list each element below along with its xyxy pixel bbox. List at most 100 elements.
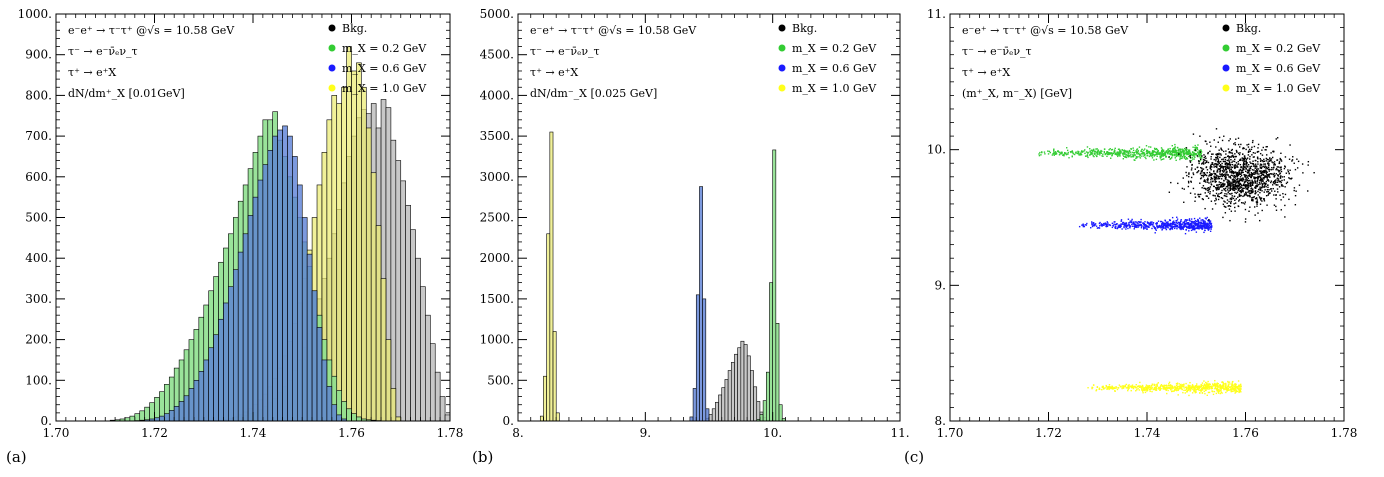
scatter-point <box>1255 159 1257 162</box>
scatter-point <box>1230 171 1232 173</box>
scatter-point <box>1249 155 1251 158</box>
histogram-bar <box>129 415 136 422</box>
scatter-point <box>1143 226 1145 228</box>
scatter-point <box>1184 158 1187 160</box>
scatter-point <box>1091 222 1093 224</box>
scatter-point <box>1157 153 1159 155</box>
scatter-point <box>1215 162 1217 165</box>
histogram-bar <box>405 204 411 422</box>
scatter-point <box>1140 218 1142 221</box>
histogram-bar <box>546 233 551 422</box>
x-tick-label: 1.76 <box>1232 426 1259 440</box>
scatter-point <box>1268 193 1270 195</box>
scatter-point <box>1199 135 1201 137</box>
scatter-point <box>1250 176 1252 179</box>
scatter-point <box>1201 225 1203 228</box>
scatter-point <box>1224 165 1227 168</box>
scatter-point <box>1113 151 1115 153</box>
scatter-point <box>1064 153 1066 155</box>
y-tick-label: 900. <box>25 48 52 62</box>
y-tick-label: 500. <box>487 373 514 387</box>
scatter-point <box>1252 160 1254 162</box>
scatter-point <box>1242 167 1244 170</box>
scatter-point <box>1238 388 1241 391</box>
scatter-point <box>1150 224 1152 226</box>
scatter-point <box>1190 218 1193 220</box>
scatter-point <box>1193 224 1195 227</box>
scatter-point <box>1152 388 1154 391</box>
scatter-point <box>1175 150 1178 152</box>
scatter-point <box>1253 145 1256 148</box>
scatter-point <box>1236 390 1239 393</box>
scatter-point <box>1244 201 1246 203</box>
scatter-point <box>1219 171 1221 173</box>
scatter-point <box>1109 152 1111 155</box>
scatter-point <box>1206 195 1208 197</box>
scatter-point <box>1207 229 1210 231</box>
annotation-line: e⁻e⁺ → τ⁻τ⁺ @√s = 10.58 GeV <box>68 24 235 37</box>
scatter-point <box>1223 135 1225 137</box>
scatter-point <box>1296 167 1299 169</box>
scatter-point <box>1180 155 1182 157</box>
scatter-point <box>1129 221 1131 224</box>
histogram-bar <box>237 251 244 422</box>
scatter-point <box>1130 148 1133 150</box>
scatter-point <box>1232 143 1235 145</box>
scatter-point <box>1222 386 1224 389</box>
scatter-point <box>1072 153 1075 155</box>
scatter-point <box>1179 228 1181 230</box>
scatter-point <box>1288 177 1290 179</box>
scatter-point <box>1183 226 1185 228</box>
scatter-point <box>1198 388 1200 391</box>
scatter-point <box>1217 386 1219 389</box>
scatter-point <box>1120 220 1122 222</box>
scatter-point <box>1113 221 1115 223</box>
scatter-point <box>1264 176 1267 178</box>
histogram-bar <box>759 414 764 422</box>
scatter-cluster-1 <box>1078 216 1213 235</box>
scatter-point <box>1175 225 1177 228</box>
scatter-point <box>1260 174 1263 177</box>
scatter-point <box>1060 153 1062 155</box>
scatter-point <box>1256 183 1258 185</box>
scatter-point <box>1193 225 1196 228</box>
scatter-point <box>1151 383 1154 385</box>
scatter-point <box>1237 177 1239 180</box>
scatter-point <box>1227 191 1229 194</box>
histogram-bar <box>164 413 170 422</box>
scatter-point <box>1294 194 1297 197</box>
scatter-point <box>1268 170 1271 172</box>
scatter-point <box>1258 196 1261 198</box>
scatter-point <box>1266 174 1268 176</box>
scatter-point <box>1146 149 1148 151</box>
scatter-point <box>1126 224 1129 226</box>
scatter-point <box>1249 165 1251 168</box>
y-tick-label: 0. <box>503 414 514 428</box>
histogram-series-2 <box>689 186 710 422</box>
scatter-point <box>1240 173 1242 175</box>
scatter-point <box>1210 145 1212 147</box>
scatter-point <box>1279 177 1282 179</box>
scatter-point <box>1182 384 1184 386</box>
histogram-bar <box>439 396 446 422</box>
scatter-point <box>1234 172 1236 174</box>
scatter-point <box>1145 224 1148 226</box>
scatter-point <box>1173 153 1176 156</box>
scatter-point <box>1214 384 1216 386</box>
scatter-point <box>1248 173 1251 175</box>
scatter-point <box>1289 177 1291 180</box>
scatter-point <box>1207 161 1210 164</box>
scatter-point <box>1200 389 1202 392</box>
scatter-point <box>1279 157 1281 160</box>
scatter-point <box>1248 195 1251 197</box>
scatter-point <box>1207 385 1209 387</box>
scatter-point <box>1211 162 1214 164</box>
scatter-point <box>1168 219 1171 221</box>
scatter-point <box>1276 181 1279 183</box>
scatter-point <box>1244 185 1246 187</box>
scatter-point <box>1237 205 1240 208</box>
scatter-point <box>1133 152 1135 154</box>
scatter-point <box>1202 163 1205 165</box>
scatter-point <box>1187 225 1190 228</box>
scatter-point <box>1211 386 1213 389</box>
